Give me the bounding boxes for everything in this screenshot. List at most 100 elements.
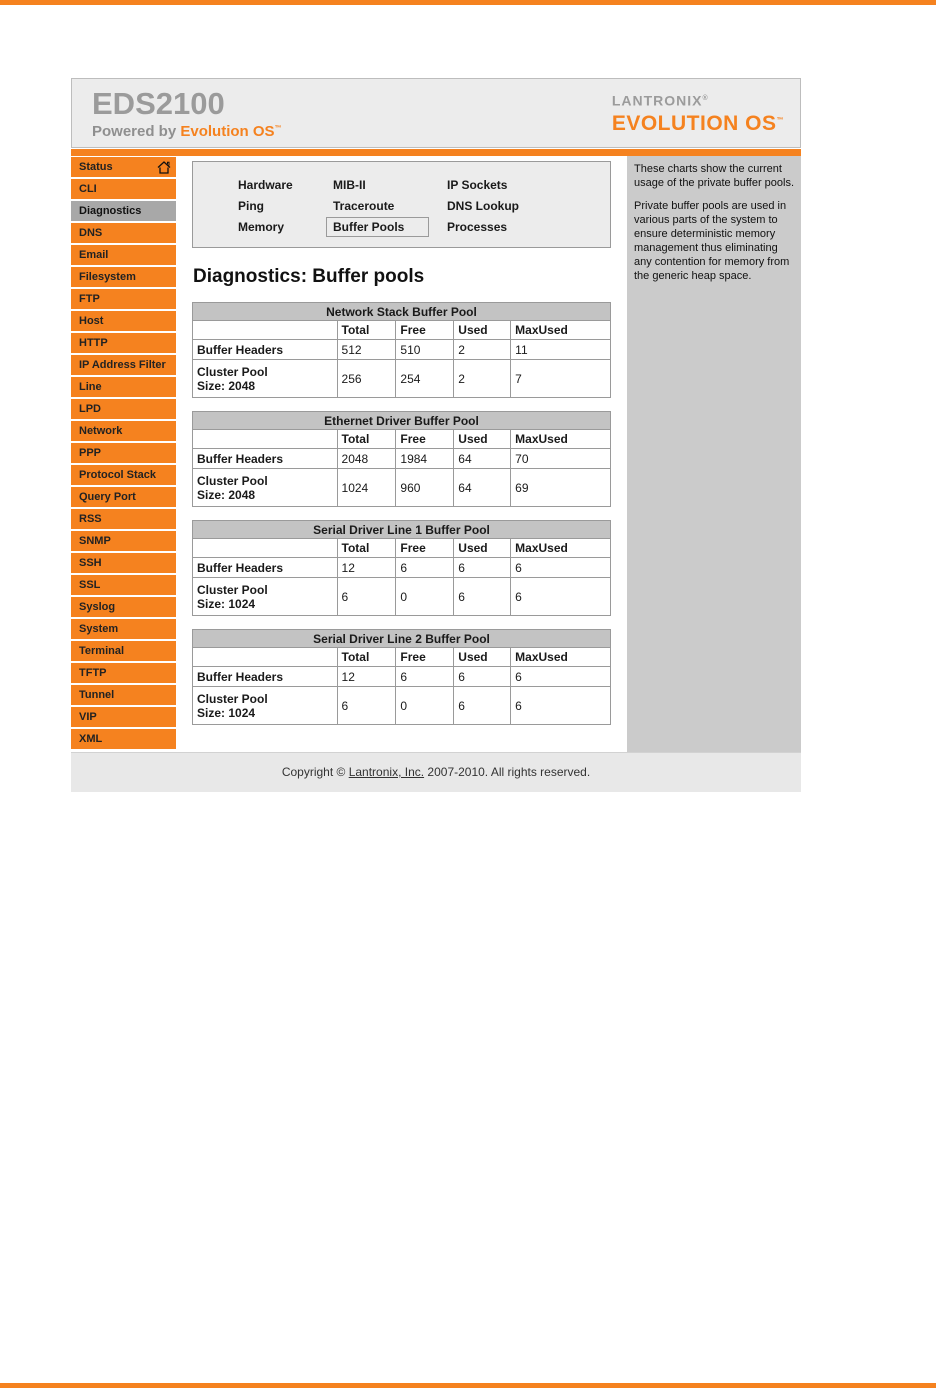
sidebar-item-network[interactable]: Network [71, 421, 176, 441]
nav-link-memory[interactable]: Memory [238, 220, 285, 234]
sidebar-item-diagnostics[interactable]: Diagnostics [71, 201, 176, 221]
powered-prefix: Powered by [92, 123, 177, 140]
column-header: Free [395, 429, 455, 449]
sidebar-item-vip[interactable]: VIP [71, 707, 176, 727]
sidebar-item-label: XML [79, 733, 103, 745]
row-label: Buffer Headers [192, 557, 338, 578]
table-row: Cluster Pool Size: 2048 1024 960 64 69 [192, 468, 611, 507]
sidebar-item-cli[interactable]: CLI [71, 179, 176, 199]
sidebar-item-tftp[interactable]: TFTP [71, 663, 176, 683]
pool-table-title: Serial Driver Line 1 Buffer Pool [192, 520, 611, 539]
row-label: Buffer Headers [192, 339, 338, 360]
sidebar-item-filesystem[interactable]: Filesystem [71, 267, 176, 287]
sidebar-item-label: SSH [79, 557, 102, 569]
table-row: Buffer Headers 2048 1984 64 70 [192, 448, 611, 469]
row-label: Cluster Pool Size: 1024 [192, 686, 338, 725]
sidebar-item-label: VIP [79, 711, 97, 723]
page-title: Diagnostics: Buffer pools [193, 266, 425, 287]
cell-value: 0 [395, 686, 455, 725]
copyright-suffix: 2007-2010. All rights reserved. [427, 765, 591, 779]
sidebar-item-label: RSS [79, 513, 102, 525]
sidebar-item-label: Network [79, 425, 123, 437]
table-row: Cluster Pool Size: 1024 6 0 6 6 [192, 686, 611, 725]
sidebar-item-dns[interactable]: DNS [71, 223, 176, 243]
cell-value: 6 [510, 557, 611, 578]
row-label: Cluster Pool Size: 1024 [192, 577, 338, 616]
sidebar-item-tunnel[interactable]: Tunnel [71, 685, 176, 705]
sidebar-item-snmp[interactable]: SNMP [71, 531, 176, 551]
cell-value: 6 [453, 686, 512, 725]
cell-value: 256 [336, 359, 397, 398]
sidebar-item-terminal[interactable]: Terminal [71, 641, 176, 661]
column-header: MaxUsed [510, 429, 611, 449]
cell-value: 6 [453, 577, 512, 616]
cell-value: 12 [336, 666, 397, 687]
sidebar-item-email[interactable]: Email [71, 245, 176, 265]
cell-value: 11 [510, 339, 611, 360]
header-separator-bar [71, 149, 801, 156]
pool-table-ethernet-driver-buffer-pool: Ethernet Driver Buffer Pool Total Free Used… [192, 411, 611, 507]
main-panel: Hardware MIB-II IP Sockets Ping Traceroute DN… [176, 156, 627, 752]
nav-link-mib-ii[interactable]: MIB-II [333, 178, 366, 192]
lantronix-link[interactable]: Lantronix, Inc. [348, 765, 425, 779]
column-header: Used [453, 538, 512, 558]
sidebar-item-query-port[interactable]: Query Port [71, 487, 176, 507]
sidebar-item-ssl[interactable]: SSL [71, 575, 176, 595]
row-label: Buffer Headers [192, 666, 338, 687]
sidebar-item-host[interactable]: Host [71, 311, 176, 331]
sidebar-item-ip-address-filter[interactable]: IP Address Filter [71, 355, 176, 375]
cell-value: 6 [336, 577, 397, 616]
sidebar-item-label: Terminal [79, 645, 125, 657]
sidebar-item-ssh[interactable]: SSH [71, 553, 176, 573]
buffer-pool-tables: Network Stack Buffer Pool Total Free Used Ma… [192, 302, 611, 725]
row-label: Cluster Pool Size: 2048 [192, 359, 338, 398]
cell-value: 6 [453, 557, 512, 578]
column-header: Used [453, 320, 512, 340]
nav-link-traceroute[interactable]: Traceroute [333, 199, 395, 213]
device-name: EDS2100 [92, 86, 225, 121]
sidebar-item-label: Email [79, 249, 109, 261]
sidebar-item-ppp[interactable]: PPP [71, 443, 176, 463]
column-header: Free [395, 538, 455, 558]
nav-link-processes[interactable]: Processes [447, 220, 508, 234]
cell-value: 2048 [336, 448, 397, 469]
sidebar-item-label: DNS [79, 227, 103, 239]
sidebar-item-label: Tunnel [79, 689, 115, 701]
cell-value: 6 [510, 577, 611, 616]
cell-value: 64 [453, 448, 512, 469]
pool-table-title: Network Stack Buffer Pool [192, 302, 611, 321]
sidebar-item-label: Query Port [79, 491, 136, 503]
nav-link-ping[interactable]: Ping [238, 199, 264, 213]
help-paragraph: These charts show the current usage of t… [634, 163, 795, 189]
nav-link-buffer-pools[interactable]: Buffer Pools [326, 217, 429, 237]
sidebar-item-label: System [79, 623, 119, 635]
table-row: Buffer Headers 12 6 6 6 [192, 557, 611, 578]
sidebar-item-ftp[interactable]: FTP [71, 289, 176, 309]
sidebar-item-protocol-stack[interactable]: Protocol Stack [71, 465, 176, 485]
nav-link-hardware[interactable]: Hardware [238, 178, 293, 192]
sidebar-item-rss[interactable]: RSS [71, 509, 176, 529]
column-header: Used [453, 647, 512, 667]
sidebar-item-status[interactable]: Status [71, 157, 176, 177]
sidebar-item-label: SSL [79, 579, 101, 591]
sidebar-item-label: Filesystem [79, 271, 136, 283]
sidebar-item-http[interactable]: HTTP [71, 333, 176, 353]
sidebar-item-xml[interactable]: XML [71, 729, 176, 749]
cell-value: 6 [395, 666, 455, 687]
logo-product-name: EVOLUTION OS™ [611, 111, 784, 135]
sidebar-item-syslog[interactable]: Syslog [71, 597, 176, 617]
nav-link-ip-sockets[interactable]: IP Sockets [447, 178, 508, 192]
powered-by-line: Powered by Evolution OS™ [92, 120, 282, 140]
cell-value: 69 [510, 468, 611, 507]
sidebar-item-system[interactable]: System [71, 619, 176, 639]
row-label: Cluster Pool Size: 2048 [192, 468, 338, 507]
table-row: Buffer Headers 12 6 6 6 [192, 666, 611, 687]
help-panel: These charts show the current usage of t… [627, 156, 801, 752]
sidebar-item-label: IP Address Filter [79, 359, 166, 371]
sidebar-item-line[interactable]: Line [71, 377, 176, 397]
logo-company-name: LANTRONIX® [611, 92, 709, 109]
column-header: Total [336, 647, 397, 667]
nav-link-dns-lookup[interactable]: DNS Lookup [447, 199, 519, 213]
sidebar-item-lpd[interactable]: LPD [71, 399, 176, 419]
pool-table-network-stack-buffer-pool: Network Stack Buffer Pool Total Free Used Ma… [192, 302, 611, 398]
